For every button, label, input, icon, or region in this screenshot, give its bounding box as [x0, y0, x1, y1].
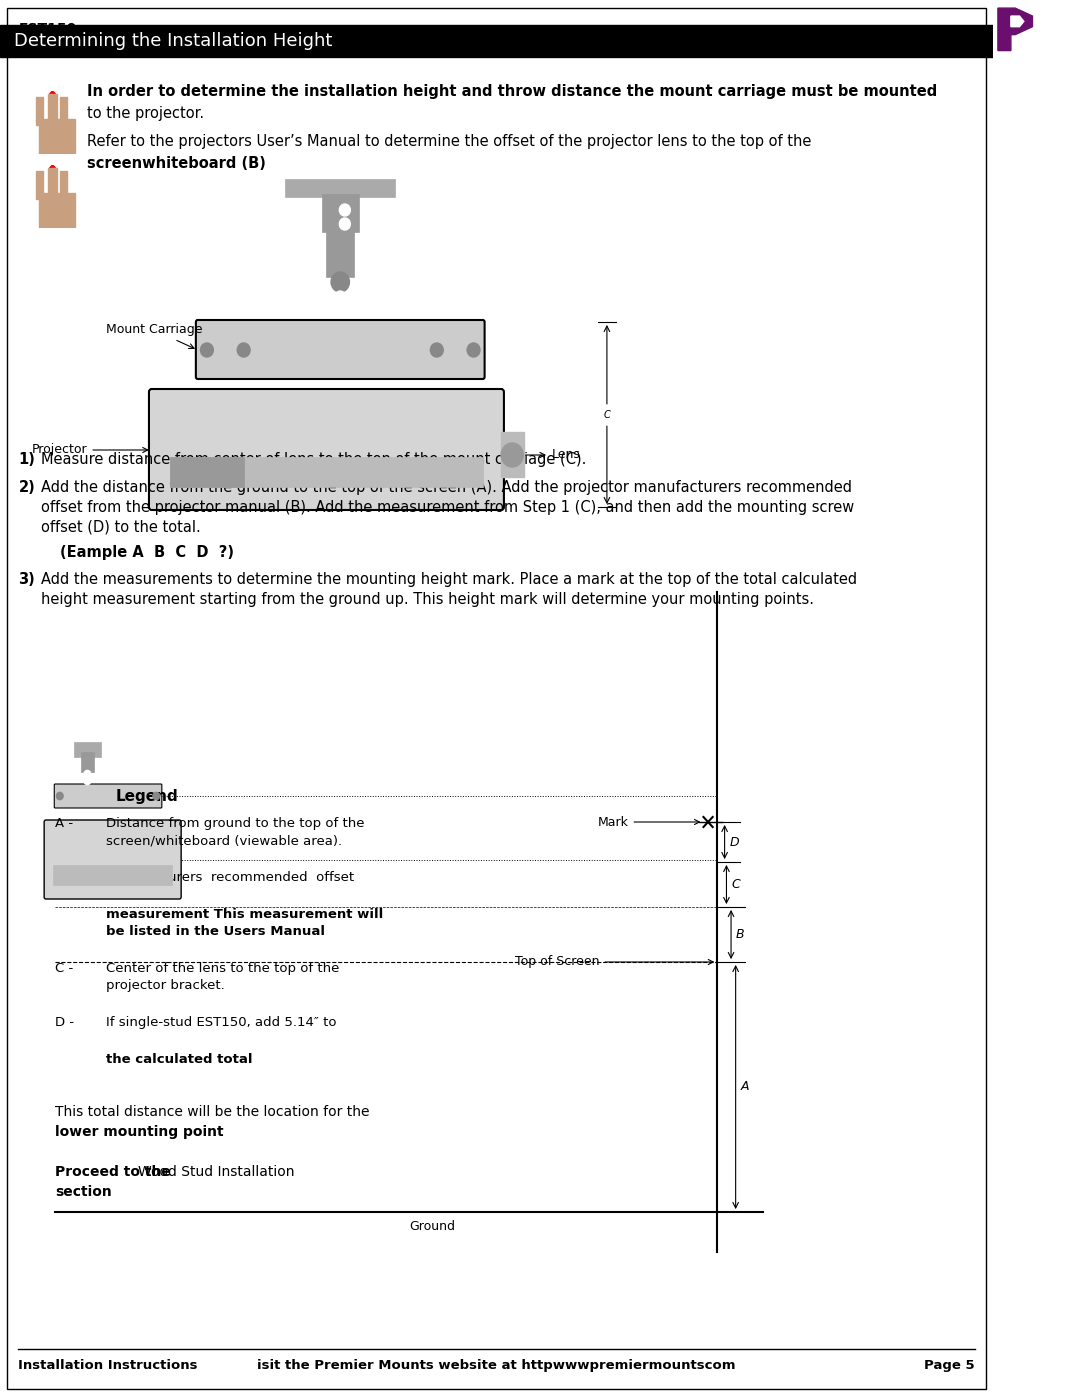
Bar	[59, 170, 67, 200]
Bar	[73, 742, 102, 757]
Bar	[48, 168, 57, 196]
Text: Determining the Installation Height: Determining the Installation Height	[14, 32, 333, 50]
Circle shape	[56, 792, 64, 800]
Bar	[39, 119, 75, 154]
Text: Measure distance from center of lens to the top of the mount carriage (C).: Measure distance from center of lens to …	[41, 453, 586, 467]
FancyBboxPatch shape	[44, 820, 181, 900]
Circle shape	[339, 218, 350, 231]
Bar	[0, 25, 994, 57]
Bar	[59, 98, 67, 126]
Polygon shape	[50, 91, 55, 94]
Circle shape	[468, 344, 480, 358]
Text: D -: D -	[55, 1016, 75, 1030]
Text: to the projector.: to the projector.	[87, 106, 204, 122]
Text: offset from the projector manual (B). Add the measurement from Step 1 (C), and t: offset from the projector manual (B). Ad…	[41, 500, 854, 515]
Text: B -: B -	[55, 870, 73, 884]
Text: Installation Instructions: Installation Instructions	[18, 1359, 198, 1372]
Circle shape	[597, 405, 616, 425]
Text: section: section	[55, 1185, 112, 1199]
Circle shape	[335, 291, 346, 303]
Bar	[36, 98, 43, 126]
Text: Center of the lens to the top of the: Center of the lens to the top of the	[106, 963, 339, 975]
Text: Top of Screen: Top of Screen	[515, 956, 713, 968]
Circle shape	[501, 443, 523, 467]
Circle shape	[332, 272, 350, 292]
Text: measurement This measurement will: measurement This measurement will	[106, 908, 383, 921]
Text: C: C	[604, 409, 610, 420]
Text: Distance from ground to the top of the: Distance from ground to the top of the	[106, 817, 364, 830]
Text: Ground: Ground	[409, 1220, 455, 1234]
Text: If single-stud EST150, add 5.14″ to: If single-stud EST150, add 5.14″ to	[106, 1016, 336, 1030]
Text: 1): 1)	[18, 453, 36, 467]
Bar	[171, 457, 483, 488]
Text: offset (D) to the total.: offset (D) to the total.	[41, 520, 201, 535]
Text: screen/whiteboard (viewable area).: screen/whiteboard (viewable area).	[106, 834, 342, 847]
Text: be listed in the Users Manual: be listed in the Users Manual	[106, 925, 325, 937]
Text: B: B	[735, 929, 744, 942]
Text: Refer to the projectors User’s Manual to determine the offset of the projector l: Refer to the projectors User’s Manual to…	[87, 134, 812, 149]
Bar	[36, 170, 43, 200]
Text: EST150: EST150	[18, 22, 77, 36]
Polygon shape	[1011, 17, 1024, 27]
Polygon shape	[50, 165, 55, 168]
Text: the calculated total: the calculated total	[106, 1053, 253, 1066]
Bar	[501, 432, 524, 476]
Circle shape	[152, 792, 160, 800]
Text: Mount Carriage: Mount Carriage	[106, 324, 202, 348]
Text: Add the measurements to determine the mounting height mark. Place a mark at the : Add the measurements to determine the mo…	[41, 571, 858, 587]
Text: Mark: Mark	[597, 816, 700, 828]
Text: A -: A -	[55, 817, 73, 830]
Text: height measurement starting from the ground up. This height mark will determine : height measurement starting from the gro…	[41, 592, 814, 608]
Bar	[285, 179, 395, 197]
Bar	[326, 226, 354, 277]
Polygon shape	[998, 8, 1032, 50]
Text: lower mounting point: lower mounting point	[55, 1125, 224, 1139]
Text: Add the distance from the ground to the top of the screen (A). Add the projector: Add the distance from the ground to the …	[41, 481, 852, 495]
Circle shape	[238, 344, 251, 358]
Bar	[81, 752, 94, 773]
Text: screenwhiteboard (B): screenwhiteboard (B)	[87, 156, 267, 170]
Text: Proceed to the: Proceed to the	[55, 1165, 171, 1179]
FancyBboxPatch shape	[195, 320, 485, 379]
Text: projector bracket.: projector bracket.	[106, 979, 225, 992]
Bar	[53, 865, 172, 886]
FancyBboxPatch shape	[149, 388, 504, 510]
Text: Lens: Lens	[509, 448, 581, 461]
Text: 2): 2)	[18, 481, 36, 495]
Circle shape	[201, 344, 214, 358]
Text: C: C	[731, 879, 740, 891]
Text: Projector: Projector	[31, 443, 148, 457]
Bar	[48, 94, 57, 123]
FancyBboxPatch shape	[54, 784, 162, 807]
Circle shape	[339, 204, 350, 217]
Circle shape	[83, 770, 91, 778]
Text: 3): 3)	[18, 571, 36, 587]
Text: A: A	[740, 1080, 748, 1094]
Bar	[39, 193, 75, 228]
Text: C -: C -	[55, 963, 73, 975]
Text: D: D	[729, 835, 739, 848]
Text: In order to determine the installation height and throw distance the mount carri: In order to determine the installation h…	[87, 84, 937, 99]
Text: This total distance will be the location for the: This total distance will be the location…	[55, 1105, 369, 1119]
Text: Manufacturers  recommended  offset: Manufacturers recommended offset	[106, 870, 354, 884]
Circle shape	[83, 777, 91, 785]
Text: Legend: Legend	[116, 789, 178, 805]
Text: isit the Premier Mounts website at httpwwwpremiermountscom: isit the Premier Mounts website at httpw…	[257, 1359, 735, 1372]
Text: Wood Stud Installation: Wood Stud Installation	[138, 1165, 295, 1179]
Bar	[171, 457, 244, 488]
Circle shape	[430, 344, 443, 358]
Text: (Eample A  B  C  D  ?): (Eample A B C D ?)	[59, 545, 233, 560]
Text: Page 5: Page 5	[924, 1359, 975, 1372]
Bar	[322, 194, 359, 232]
